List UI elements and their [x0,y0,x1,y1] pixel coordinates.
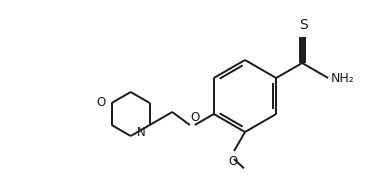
Text: O: O [96,97,105,109]
Text: NH₂: NH₂ [331,71,355,84]
Text: S: S [299,18,308,32]
Text: O: O [228,155,238,168]
Text: O: O [190,111,200,124]
Text: N: N [137,126,146,139]
